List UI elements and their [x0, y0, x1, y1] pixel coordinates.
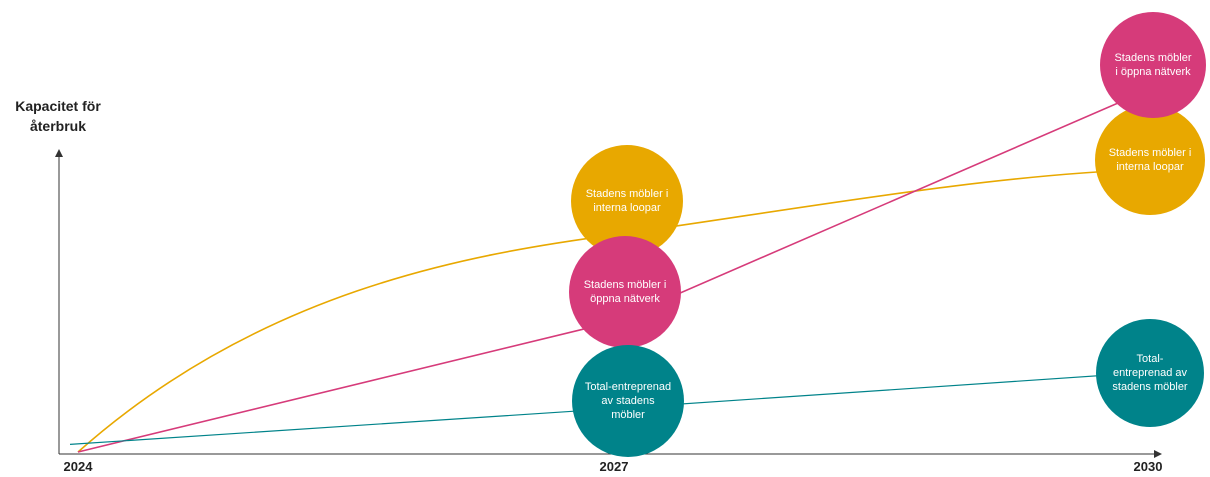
- bubble-open-networks-2027: Stadens möbler i öppna nätverk: [569, 236, 681, 348]
- bubble-internal-loops-2030: Stadens möbler i interna loopar: [1095, 105, 1205, 215]
- x-tick-2027: 2027: [599, 459, 629, 474]
- x-tick-2024: 2024: [63, 459, 93, 474]
- bubble-open-networks-2030: Stadens möbler i öppna nätverk: [1100, 12, 1206, 118]
- x-tick-2030: 2030: [1133, 459, 1163, 474]
- bubble-total-contract-2030: Total-entreprenad av stadens möbler: [1096, 319, 1204, 427]
- y-axis-arrow: [55, 149, 63, 157]
- bubble-total-contract-2027: Total-entreprenad av stadens möbler: [572, 345, 684, 457]
- x-axis-arrow: [1154, 450, 1162, 458]
- y-axis-label: Kapacitet för återbruk: [15, 98, 101, 134]
